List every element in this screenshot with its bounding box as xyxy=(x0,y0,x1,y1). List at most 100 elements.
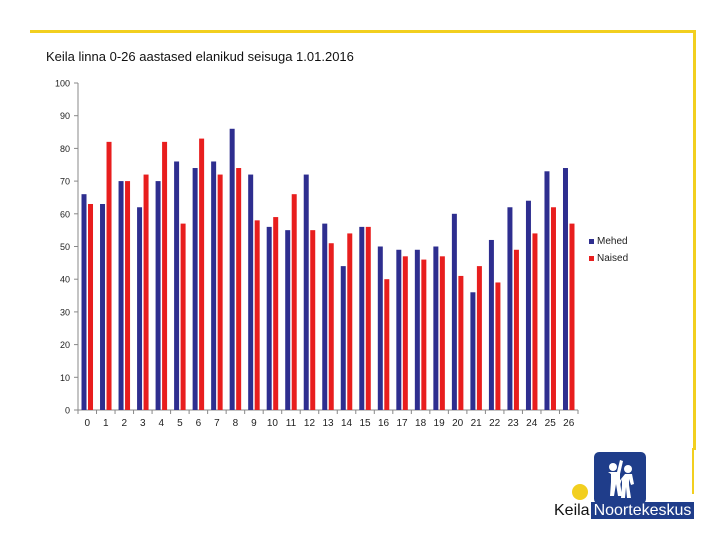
bar-naised xyxy=(569,223,575,410)
bar-mehed xyxy=(266,226,272,410)
bar-naised xyxy=(402,256,408,410)
legend-swatch xyxy=(589,256,594,261)
bar-mehed xyxy=(488,239,494,410)
y-tick-label: 60 xyxy=(60,209,70,219)
legend-swatch xyxy=(589,239,594,244)
x-tick-label: 13 xyxy=(322,418,334,429)
bar-naised xyxy=(106,141,112,411)
bar-naised xyxy=(328,243,334,410)
bar-mehed xyxy=(155,181,161,410)
x-tick-label: 14 xyxy=(341,418,353,429)
bar-naised xyxy=(88,203,94,410)
logo-city-name: Keila xyxy=(554,502,590,519)
logo-text: Keila Noortekeskus xyxy=(554,502,695,520)
x-tick-label: 21 xyxy=(471,418,483,429)
bar-naised xyxy=(495,282,501,410)
bar-naised xyxy=(384,279,390,410)
bar-mehed xyxy=(414,249,420,410)
bar-mehed xyxy=(544,171,550,410)
bar-mehed xyxy=(137,207,143,410)
bar-mehed xyxy=(562,168,568,410)
bar-naised xyxy=(513,249,519,410)
legend: Mehed Naised xyxy=(589,236,628,264)
x-tick-label: 3 xyxy=(140,418,146,429)
bar-naised xyxy=(125,181,131,410)
bar-mehed xyxy=(433,246,439,410)
bar-mehed xyxy=(451,213,457,410)
x-tick-label: 8 xyxy=(233,418,239,429)
x-tick-label: 22 xyxy=(489,418,501,429)
bar-mehed xyxy=(81,194,87,410)
logo-org-name: Noortekeskus xyxy=(590,502,695,519)
x-tick-label: 0 xyxy=(84,418,90,429)
x-tick-label: 16 xyxy=(378,418,390,429)
logo-accent-line xyxy=(692,448,694,494)
bar-naised xyxy=(476,266,482,410)
bar-naised xyxy=(365,226,371,410)
bar-naised xyxy=(254,220,260,410)
frame-top-line xyxy=(30,30,696,33)
bar-naised xyxy=(310,230,316,410)
y-tick-label: 20 xyxy=(60,340,70,350)
y-tick-label: 80 xyxy=(60,144,70,154)
bar-naised xyxy=(291,194,297,410)
chart-title: Keila linna 0-26 aastased elanikud seisu… xyxy=(46,49,354,64)
bar-naised xyxy=(180,223,186,410)
y-tick-label: 10 xyxy=(60,373,70,383)
x-tick-label: 9 xyxy=(251,418,257,429)
x-tick-label: 18 xyxy=(415,418,427,429)
bar-mehed xyxy=(248,174,254,410)
bar-naised xyxy=(236,168,242,410)
bar-mehed xyxy=(359,226,365,410)
bar-naised xyxy=(217,174,223,410)
y-tick-label: 90 xyxy=(60,111,70,121)
bar-mehed xyxy=(192,168,198,410)
y-tick-label: 100 xyxy=(55,79,70,89)
bar-naised xyxy=(550,207,556,410)
bar-mehed xyxy=(377,246,383,410)
x-tick-label: 7 xyxy=(214,418,220,429)
bar-mehed xyxy=(285,230,291,410)
legend-label: Naised xyxy=(597,253,628,264)
bar-mehed xyxy=(211,161,217,410)
bar-naised xyxy=(143,174,149,410)
x-tick-label: 1 xyxy=(103,418,109,429)
x-tick-label: 5 xyxy=(177,418,183,429)
logo-figures-icon xyxy=(594,452,646,504)
x-tick-label: 12 xyxy=(304,418,316,429)
x-tick-label: 24 xyxy=(526,418,538,429)
x-tick-label: 2 xyxy=(122,418,128,429)
bar-naised xyxy=(532,233,538,410)
bar-mehed xyxy=(507,207,513,410)
bar-naised xyxy=(421,259,427,410)
bar-mehed xyxy=(118,181,124,410)
bar-mehed xyxy=(470,292,476,410)
y-tick-label: 50 xyxy=(60,242,70,252)
bar-naised xyxy=(347,233,353,410)
bar-naised xyxy=(199,138,205,410)
x-tick-label: 26 xyxy=(563,418,575,429)
y-tick-label: 40 xyxy=(60,275,70,285)
x-tick-label: 20 xyxy=(452,418,464,429)
y-tick-label: 70 xyxy=(60,177,70,187)
bars xyxy=(81,128,575,411)
x-tick-label: 19 xyxy=(434,418,446,429)
bar-mehed xyxy=(100,203,106,410)
x-tick-label: 15 xyxy=(359,418,371,429)
bar-mehed xyxy=(303,174,309,410)
logo-dot-icon xyxy=(572,484,588,500)
bar-mehed xyxy=(322,223,328,410)
x-tick-label: 25 xyxy=(545,418,557,429)
legend-label: Mehed xyxy=(597,236,628,247)
x-tick-label: 17 xyxy=(397,418,409,429)
axes xyxy=(74,82,579,414)
bar-mehed xyxy=(396,249,402,410)
bar-naised xyxy=(439,256,445,410)
bar-mehed xyxy=(525,200,531,410)
bar-naised xyxy=(273,217,279,410)
x-tick-label: 10 xyxy=(267,418,279,429)
bar-naised xyxy=(162,141,168,411)
y-tick-label: 0 xyxy=(65,406,70,416)
